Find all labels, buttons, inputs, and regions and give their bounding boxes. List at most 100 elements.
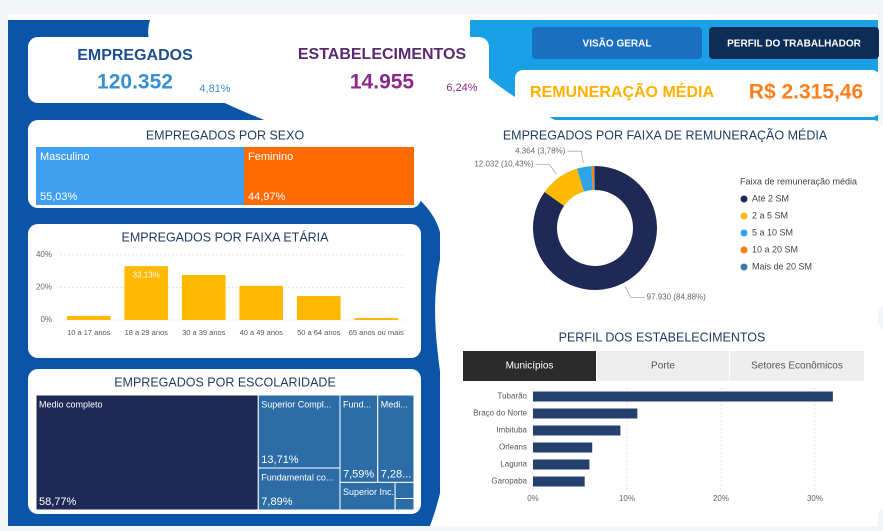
bar — [533, 442, 593, 453]
legend-label: 5 a 10 SM — [752, 227, 793, 237]
panel — [440, 120, 883, 312]
treemap-cell — [394, 481, 415, 499]
y-tick-label: 0% — [40, 315, 52, 324]
data-label: 33,13% — [133, 270, 160, 279]
y-tick-label: Orleans — [499, 443, 527, 452]
legend-title: Faixa de remuneração média — [740, 176, 857, 186]
bar — [354, 318, 399, 320]
data-label: 4.364 (3,78%) — [515, 146, 566, 155]
leader-line — [624, 286, 645, 298]
x-tick-label: 20% — [713, 494, 729, 503]
data-label: 55,03% — [40, 191, 78, 203]
x-tick-label: 0% — [527, 494, 539, 503]
y-tick-label: Tubarão — [498, 392, 528, 401]
bar — [533, 459, 590, 470]
donut-slice — [533, 166, 657, 290]
legend-marker — [740, 263, 748, 271]
bar-segment — [36, 147, 245, 205]
kpi-change: 4,81% — [199, 83, 230, 95]
donut-slice — [544, 168, 584, 206]
tab[interactable] — [597, 351, 729, 381]
x-tick-label: 30 a 39 anos — [182, 328, 226, 337]
treemap-cell — [257, 467, 341, 511]
x-tick-label: 65 anos ou mais — [349, 328, 404, 337]
x-tick-label: 18 a 29 anos — [125, 328, 169, 337]
legend-label: 10 a 20 SM — [752, 244, 798, 254]
bar — [124, 266, 169, 320]
bar — [533, 476, 585, 487]
bar — [533, 391, 833, 402]
legend-label: Mais de 20 SM — [752, 261, 812, 271]
legend-marker — [740, 212, 748, 220]
bar — [66, 315, 111, 320]
kpi-card — [275, 37, 489, 103]
panel-title: EMPREGADOS POR ESCOLARIDADE — [114, 375, 336, 389]
category-label: Medio completo — [39, 399, 103, 409]
kpi-label: ESTABELECIMENTOS — [298, 46, 467, 63]
tab-label[interactable]: Setores Econômicos — [751, 361, 843, 372]
kpi-value: R$ 2.315,46 — [749, 81, 863, 104]
nav-label[interactable]: VISÃO GERAL — [583, 37, 652, 50]
data-label: 7,89% — [261, 496, 292, 508]
tab-label[interactable]: Porte — [651, 361, 675, 372]
donut-slice — [591, 166, 595, 191]
leader-line — [535, 164, 557, 175]
category-label: Superior Compl... — [261, 399, 331, 409]
panel-title: EMPREGADOS POR FAIXA ETÁRIA — [122, 229, 330, 244]
legend-label: Até 2 SM — [752, 193, 789, 203]
treemap-cell — [394, 497, 415, 511]
bar — [533, 425, 621, 436]
kpi-label: REMUNERAÇÃO MÉDIA — [530, 81, 714, 101]
x-tick-label: 50 a 64 anos — [297, 328, 341, 337]
kpi-change: 6,24% — [446, 82, 477, 94]
y-tick-label: 20% — [36, 283, 52, 292]
data-label: 12.032 (10,43%) — [474, 160, 533, 169]
tab[interactable] — [463, 351, 596, 381]
bar-segment — [244, 147, 414, 205]
data-label: 44,97% — [248, 191, 286, 203]
legend-label: Feminino — [248, 151, 293, 163]
legend-marker — [740, 246, 748, 254]
legend-marker — [740, 195, 748, 203]
data-label: 58,77% — [39, 496, 77, 508]
bar — [296, 295, 341, 320]
data-label: 7,28... — [381, 468, 412, 480]
treemap-cell — [35, 394, 259, 511]
legend-marker — [740, 229, 748, 237]
data-label: 7,59% — [343, 468, 374, 480]
nav-label[interactable]: PERFIL DO TRABALHADOR — [727, 39, 861, 50]
x-tick-label: 10 a 17 anos — [67, 328, 111, 337]
tab-label[interactable]: Municípios — [506, 361, 554, 372]
nav-button[interactable] — [532, 27, 702, 59]
bar — [181, 274, 226, 320]
kpi-card — [28, 37, 241, 103]
category-label: Medi... — [381, 399, 408, 409]
y-tick-label: 40% — [36, 250, 52, 259]
treemap-cell — [377, 394, 415, 483]
donut-slice — [576, 166, 593, 192]
category-label: Fundamental co... — [261, 472, 333, 482]
category-label: Fund... — [343, 399, 371, 409]
x-tick-label: 30% — [807, 494, 823, 503]
y-tick-label: Laguna — [500, 460, 527, 469]
leader-line — [567, 150, 584, 164]
x-tick-label: 10% — [619, 494, 635, 503]
panel-title: PERFIL DOS ESTABELECIMENTOS — [559, 330, 766, 344]
kpi-value: 14.955 — [350, 71, 415, 94]
y-tick-label: Braço do Norte — [473, 409, 527, 418]
bar — [239, 285, 284, 320]
bar — [533, 408, 638, 419]
x-tick-label: 40 a 49 anos — [240, 328, 284, 337]
kpi-label: EMPREGADOS — [77, 47, 193, 64]
data-label: 97.930 (84,88%) — [647, 292, 706, 301]
nav-button[interactable] — [709, 27, 879, 59]
data-label: 13,71% — [261, 454, 299, 466]
donut-slice — [593, 166, 595, 191]
kpi-card — [515, 70, 880, 117]
panel-title: EMPREGADOS POR FAIXA DE REMUNERAÇÃO MÉDI… — [503, 127, 828, 142]
y-tick-label: Imbituba — [496, 426, 527, 435]
y-tick-label: Garopaba — [491, 477, 527, 486]
legend-label: 2 a 5 SM — [752, 210, 788, 220]
tab[interactable] — [730, 351, 864, 381]
